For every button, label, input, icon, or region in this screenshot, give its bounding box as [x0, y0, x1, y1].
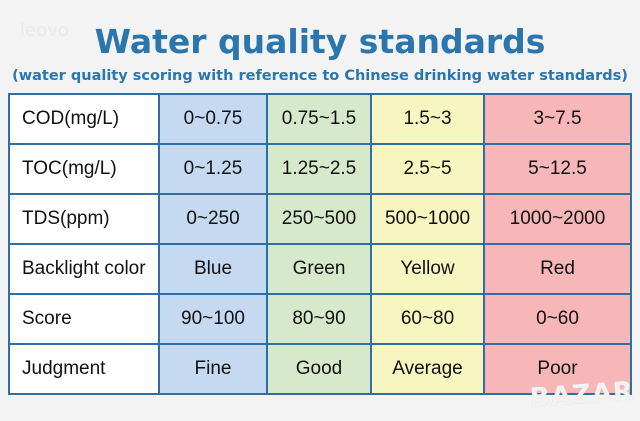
table-cell: 60~80 — [370, 293, 485, 345]
table-cell: 500~1000 — [370, 193, 485, 245]
table-cell: Green — [266, 243, 372, 295]
table-cell: 5~12.5 — [483, 143, 632, 195]
table-cell: 0~1.25 — [158, 143, 268, 195]
table-cell: 80~90 — [266, 293, 372, 345]
table-cell: 1.25~2.5 — [266, 143, 372, 195]
standards-table: COD(mg/L) 0~0.75 0.75~1.5 1.5~3 3~7.5 TOC(mg/… — [8, 93, 632, 395]
row-label: COD(mg/L) — [8, 93, 160, 145]
row-label: Score — [8, 293, 160, 345]
subtitle: (water quality scoring with reference to… — [12, 68, 628, 84]
table-cell: Yellow — [370, 243, 485, 295]
table-row: Judgment Fine Good Average Poor — [8, 343, 632, 395]
table-row: TDS(ppm) 0~250 250~500 500~1000 1000~2000 — [8, 193, 632, 245]
row-label: TDS(ppm) — [8, 193, 160, 245]
row-label: TOC(mg/L) — [8, 143, 160, 195]
watermark-bazar: BAZAR — [529, 376, 635, 414]
table-cell: Good — [266, 343, 372, 395]
table-cell: 90~100 — [158, 293, 268, 345]
row-label: Judgment — [8, 343, 160, 395]
row-label: Backlight color — [8, 243, 160, 295]
table-cell: 0~0.75 — [158, 93, 268, 145]
table-row: Score 90~100 80~90 60~80 0~60 — [8, 293, 632, 345]
table-cell: Red — [483, 243, 632, 295]
table-cell: 2.5~5 — [370, 143, 485, 195]
table-cell: 0.75~1.5 — [266, 93, 372, 145]
table-row: COD(mg/L) 0~0.75 0.75~1.5 1.5~3 3~7.5 — [8, 93, 632, 145]
table-cell: Blue — [158, 243, 268, 295]
table-cell: 3~7.5 — [483, 93, 632, 145]
table-cell: Average — [370, 343, 485, 395]
table-cell: 0~60 — [483, 293, 632, 345]
table-cell: Fine — [158, 343, 268, 395]
watermark-leovo: leovo — [20, 20, 69, 41]
page-title: Water quality standards — [94, 22, 546, 61]
table-cell: 0~250 — [158, 193, 268, 245]
table-cell: 1.5~3 — [370, 93, 485, 145]
table-cell: 1000~2000 — [483, 193, 632, 245]
table-cell: 250~500 — [266, 193, 372, 245]
table-cell: Poor — [483, 343, 632, 395]
table-row: TOC(mg/L) 0~1.25 1.25~2.5 2.5~5 5~12.5 — [8, 143, 632, 195]
table-row: Backlight color Blue Green Yellow Red — [8, 243, 632, 295]
